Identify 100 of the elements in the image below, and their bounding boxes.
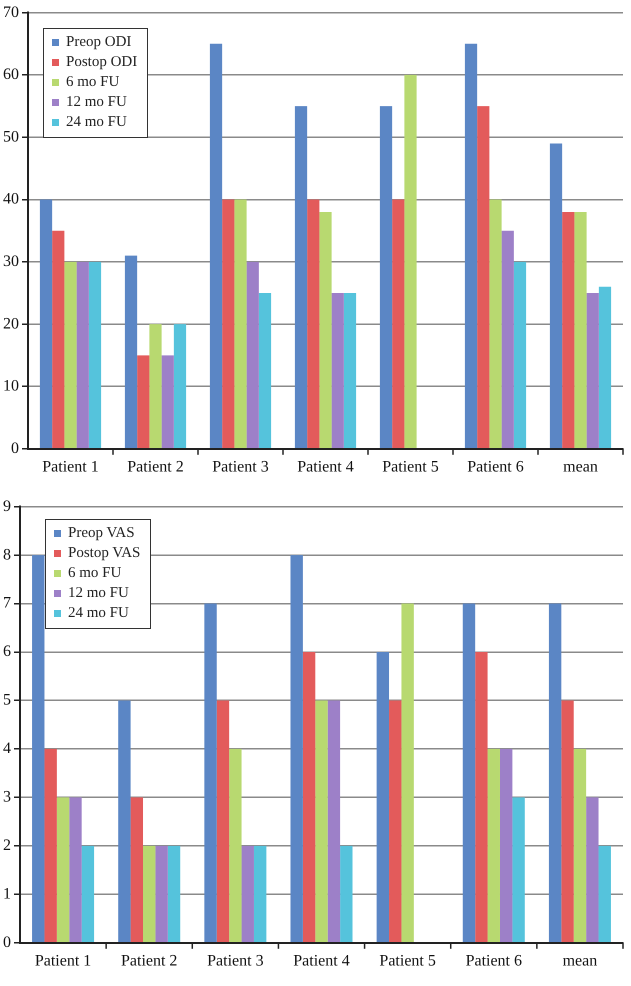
bar: [137, 355, 150, 448]
bar: [229, 748, 242, 942]
bar: [598, 286, 612, 448]
y-tick-label: 4: [3, 740, 11, 758]
bar: [392, 200, 404, 448]
bar: [512, 797, 525, 942]
legend-label: 6 mo FU: [68, 565, 122, 582]
bar: [574, 212, 587, 448]
bar: [76, 262, 89, 448]
x-tick-label: Patient 3: [207, 952, 264, 970]
bar: [561, 700, 574, 942]
bar: [143, 846, 156, 942]
y-tick-label: 50: [3, 128, 19, 146]
bar: [32, 555, 44, 942]
bar: [52, 230, 64, 448]
bar: [210, 44, 222, 448]
bar: [598, 846, 611, 942]
bar: [376, 652, 390, 942]
bar: [380, 106, 392, 448]
x-tick-label: Patient 5: [382, 458, 439, 476]
bar: [475, 652, 488, 942]
bar: [162, 355, 174, 448]
bar: [290, 555, 303, 942]
bar: [258, 293, 272, 448]
bar: [477, 106, 490, 448]
bar: [332, 293, 344, 448]
y-tick-label: 60: [3, 66, 19, 84]
bar: [246, 262, 259, 448]
legend-label: Preop ODI: [66, 34, 132, 52]
bar: [64, 262, 77, 448]
y-tick-label: 6: [3, 643, 11, 660]
y-tick-label: 0: [3, 934, 11, 952]
legend-label: 24 mo FU: [68, 605, 129, 622]
y-tick-label: 40: [3, 190, 19, 208]
bar: [586, 797, 599, 942]
legend-label: Postop VAS: [68, 545, 140, 562]
bar: [216, 700, 230, 942]
x-tick-label: Patient 1: [34, 952, 92, 970]
bar: [548, 604, 562, 942]
x-tick-label: Patient 3: [212, 458, 269, 476]
legend-label: 12 mo FU: [66, 94, 127, 112]
bar: [307, 200, 320, 448]
legend-label: Postop ODI: [66, 54, 138, 72]
bar: [155, 846, 168, 942]
x-tick-label: Patient 6: [467, 458, 524, 476]
x-tick-label: Patient 2: [120, 952, 178, 970]
y-tick-label: 3: [3, 788, 11, 806]
bar: [328, 700, 340, 942]
legend-label: 6 mo FU: [66, 74, 120, 92]
bar: [502, 230, 514, 448]
y-tick-label: 9: [3, 498, 11, 515]
bar: [82, 846, 94, 942]
y-tick-label: 10: [3, 378, 19, 395]
bar: [204, 604, 217, 942]
y-tick-label: 5: [3, 692, 11, 709]
x-tick-label: Patient 4: [297, 458, 354, 476]
bar: [174, 324, 186, 448]
legend-label: Preop VAS: [68, 525, 135, 542]
bar: [550, 143, 562, 448]
bar: [340, 846, 353, 942]
y-tick-label: 2: [3, 837, 11, 854]
bar: [40, 200, 52, 448]
y-tick-label: 20: [3, 315, 19, 332]
x-tick-label: Patient 2: [127, 458, 184, 476]
bar: [401, 604, 414, 942]
bar: [302, 652, 316, 942]
bar: [56, 797, 70, 942]
y-tick-label: 7: [3, 594, 11, 612]
y-tick-label: 1: [3, 886, 11, 903]
bar: [464, 44, 478, 448]
x-tick-label: Patient 5: [379, 952, 436, 970]
bar: [69, 797, 82, 942]
bar: [168, 846, 180, 942]
bar: [118, 700, 131, 942]
bar: [500, 748, 512, 942]
bar: [88, 262, 102, 448]
bar: [149, 324, 162, 448]
bar: [234, 200, 247, 448]
x-tick-label: Patient 6: [466, 952, 522, 970]
bar: [44, 748, 57, 942]
legend-label: 24 mo FU: [66, 114, 127, 132]
y-tick-label: 70: [3, 4, 19, 21]
legend-label: 12 mo FU: [68, 585, 129, 602]
x-tick-label: Patient 1: [42, 458, 99, 476]
bar: [319, 212, 332, 448]
x-tick-label: Patient 4: [293, 952, 350, 970]
bar: [574, 748, 586, 942]
bar: [514, 262, 526, 448]
bar: [294, 106, 308, 448]
bar: [562, 212, 574, 448]
bar: [462, 604, 476, 942]
bar: [389, 700, 402, 942]
x-tick-label: mean: [562, 952, 598, 970]
y-tick-label: 0: [11, 440, 19, 458]
bar: [489, 200, 502, 448]
bar: [488, 748, 500, 942]
bar: [124, 256, 138, 448]
bar: [344, 293, 356, 448]
bar: [130, 797, 144, 942]
bar: [222, 200, 234, 448]
